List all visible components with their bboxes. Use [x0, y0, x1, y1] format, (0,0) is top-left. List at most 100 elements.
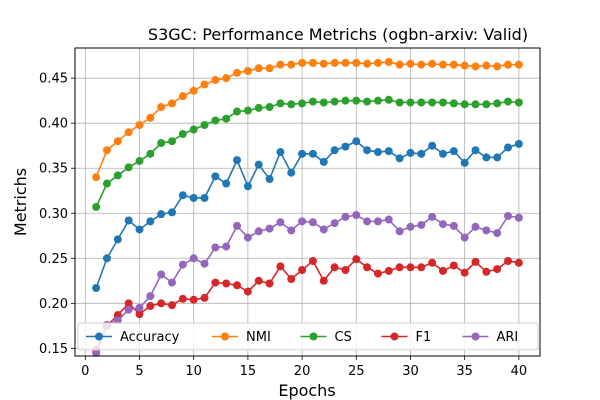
cs-point — [222, 114, 231, 123]
y-tick-label: 0.20 — [39, 297, 68, 312]
accuracy-point — [146, 217, 155, 226]
ari-point — [222, 242, 231, 251]
ari-point — [363, 217, 372, 226]
cs-point — [319, 98, 328, 107]
nmi-point — [319, 59, 328, 68]
f1-point — [352, 255, 361, 264]
nmi-point — [265, 64, 274, 73]
accuracy-point — [384, 147, 393, 156]
accuracy-point — [189, 193, 198, 202]
cs-point — [330, 97, 339, 106]
accuracy-point — [233, 156, 242, 165]
cs-point — [168, 137, 177, 146]
cs-point — [287, 100, 296, 109]
nmi-point — [482, 61, 491, 70]
ari-point — [406, 222, 415, 231]
ari-point — [482, 226, 491, 235]
accuracy-point — [514, 139, 523, 148]
cs-point — [438, 98, 447, 107]
f1-point — [276, 262, 285, 271]
nmi-point — [178, 92, 187, 101]
nmi-line — [95, 61, 519, 178]
cs-point — [417, 98, 426, 107]
ari-point — [298, 217, 307, 226]
cs-point — [178, 130, 187, 139]
legend-accuracy-label: Accuracy — [120, 330, 180, 345]
cs-line — [95, 98, 519, 208]
f1-point — [363, 263, 372, 272]
accuracy-point — [395, 154, 404, 163]
series-cs — [92, 95, 523, 211]
accuracy-point — [471, 146, 480, 155]
series-nmi — [92, 57, 523, 182]
ari-point — [319, 225, 328, 234]
nmi-point — [92, 173, 101, 182]
f1-point — [178, 294, 187, 303]
ari-point — [373, 217, 382, 226]
accuracy-line — [95, 140, 520, 289]
nmi-point — [243, 66, 252, 75]
nmi-point — [168, 99, 177, 108]
accuracy-point — [298, 149, 307, 158]
ari-point — [124, 305, 133, 314]
accuracy-point — [265, 175, 274, 184]
series-accuracy — [92, 137, 523, 293]
cs-point — [157, 139, 166, 148]
legend-ari-marker — [471, 332, 480, 341]
nmi-point — [157, 102, 166, 111]
f1-point — [233, 281, 242, 290]
ari-point — [493, 229, 502, 238]
nmi-point — [438, 60, 447, 69]
x-tick-label: 10 — [185, 364, 202, 379]
ari-point — [92, 348, 101, 357]
accuracy-point — [254, 160, 263, 169]
ari-point — [514, 213, 523, 222]
nmi-point — [330, 58, 339, 67]
f1-point — [298, 265, 307, 274]
nmi-point — [363, 59, 372, 68]
cs-point — [341, 96, 350, 105]
x-tick-label: 20 — [294, 364, 311, 379]
legend-item-ari: ARI — [462, 330, 518, 345]
f1-point — [146, 302, 155, 311]
ari-point — [146, 292, 155, 301]
cs-point — [243, 106, 252, 115]
nmi-point — [384, 57, 393, 66]
f1-point — [428, 258, 437, 267]
accuracy-point — [168, 208, 177, 217]
cs-point — [265, 102, 274, 111]
ari-point — [384, 215, 393, 224]
legend-cs-marker — [309, 332, 318, 341]
nmi-point — [200, 80, 209, 89]
cs-point — [233, 107, 242, 116]
accuracy-point — [276, 148, 285, 157]
y-tick-label: 0.35 — [39, 162, 68, 177]
f1-point — [200, 293, 209, 302]
cs-point — [189, 125, 198, 134]
legend-nmi-marker — [221, 332, 229, 341]
accuracy-point — [428, 141, 437, 150]
f1-point — [471, 257, 480, 266]
cs-point — [384, 95, 393, 104]
accuracy-point — [449, 147, 458, 156]
ari-point — [135, 303, 144, 312]
f1-point — [460, 268, 469, 277]
nmi-point — [233, 68, 242, 77]
cs-point — [514, 98, 523, 107]
plot-frame — [74, 47, 541, 357]
nmi-point — [102, 146, 111, 155]
f1-point — [222, 279, 231, 288]
cs-point — [395, 98, 404, 107]
x-tick-label: 30 — [402, 364, 419, 379]
cs-point — [352, 96, 361, 105]
f1-point — [449, 261, 458, 270]
ari-point — [417, 220, 426, 229]
cs-point — [406, 98, 415, 107]
ari-point — [211, 243, 220, 252]
nmi-point — [373, 58, 382, 67]
f1-point — [135, 310, 144, 319]
f1-point — [319, 276, 328, 285]
cs-point — [471, 100, 480, 109]
nmi-point — [449, 60, 458, 69]
